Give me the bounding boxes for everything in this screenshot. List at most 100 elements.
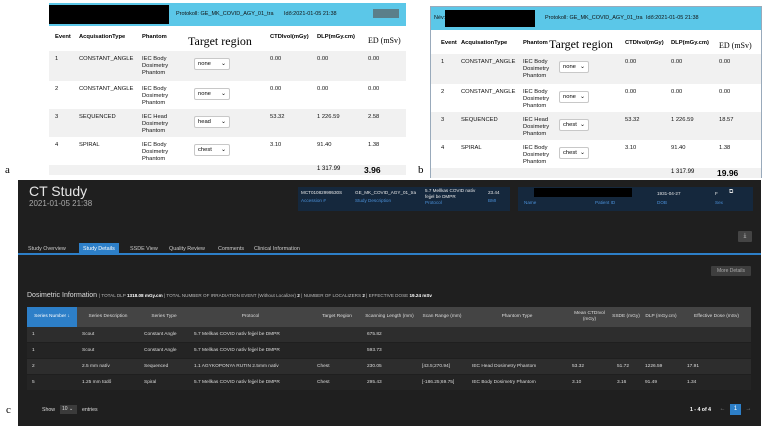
chevron-down-icon: ⌄ bbox=[579, 150, 585, 156]
tab-comments[interactable]: Comments bbox=[218, 246, 245, 252]
cell-dlp: 0.00 bbox=[317, 86, 329, 92]
table-row[interactable]: 1 Scout Constant Angle 5.7 Mellkas COVID… bbox=[27, 327, 751, 342]
tab-study-details[interactable]: Study Details bbox=[79, 243, 119, 255]
cell-ed: 18.57 bbox=[719, 117, 734, 123]
date-text: Idő:2021-01-05 21:38 bbox=[284, 11, 337, 17]
col-series-type[interactable]: Series Type bbox=[151, 314, 177, 320]
region-select[interactable]: head ⌄ bbox=[194, 116, 230, 128]
panel-a: Protokoll: GE_MK_COVID_AGY_01_tra Idő:20… bbox=[49, 3, 406, 175]
prev-page-icon[interactable]: ← bbox=[719, 406, 726, 412]
cell-protocol: 1.1 AGYKOPONYA RUTIN 2.5mm natív bbox=[194, 364, 279, 369]
col-ctdi: CTDIvol(mGy) bbox=[270, 34, 309, 40]
table-row[interactable]: 2 2.5 mm natív Sequenced 1.1 AGYKOPONYA … bbox=[27, 359, 751, 374]
col-event: Event bbox=[55, 34, 71, 40]
external-link-icon[interactable]: ⧉ bbox=[729, 189, 734, 195]
region-select[interactable]: none ⌄ bbox=[559, 91, 589, 103]
accession-value: MCT01082999530S bbox=[301, 190, 343, 195]
cell-ctdi: 53.32 bbox=[625, 117, 640, 123]
cell-ssde: 51.72 bbox=[617, 364, 630, 369]
select-value: none bbox=[563, 94, 576, 100]
sex-value: F bbox=[715, 191, 718, 196]
cell-dlp: 1226.59 bbox=[645, 364, 663, 369]
pagination-info: 1 - 4 of 4 bbox=[689, 407, 711, 413]
accession-label: Accession # bbox=[301, 198, 326, 203]
download-icon: ⤓ bbox=[743, 233, 747, 239]
page-size-value: 10 bbox=[62, 406, 68, 412]
page-size-select[interactable]: 10 ⌄ bbox=[60, 405, 77, 414]
total-dlp-value: 1318.08 mGy.cm bbox=[127, 293, 163, 298]
cell-type: SPIRAL bbox=[461, 145, 482, 151]
chevron-down-icon: ⌄ bbox=[220, 91, 226, 97]
col-scan-range[interactable]: Scan Range (mm) bbox=[422, 314, 462, 320]
next-page-icon[interactable]: → bbox=[745, 406, 752, 412]
col-series-description[interactable]: Series Description bbox=[88, 314, 128, 320]
cell-phantom: IEC Body Dosimetry Phantom bbox=[142, 86, 169, 106]
col-phantom-type[interactable]: Phantom Type bbox=[501, 314, 533, 320]
cell-event: 2 bbox=[441, 89, 445, 95]
show-label: Show bbox=[42, 407, 55, 413]
col-series-number[interactable]: Series Number ↓ bbox=[27, 307, 77, 327]
cell-scan-range: [-186.25;69.75] bbox=[422, 380, 455, 385]
cell-ed: 0.00 bbox=[719, 59, 731, 65]
region-select[interactable]: chest ⌄ bbox=[194, 144, 230, 156]
name-label: Name bbox=[524, 200, 537, 205]
patient-info-box: Name Patient ID 1931-04-27 DOB F Sex ⧉ bbox=[518, 187, 753, 211]
cell-ed: 0.00 bbox=[368, 86, 380, 92]
cell-effective-dose: 17.91 bbox=[687, 364, 700, 369]
cell-dlp: 1 226.59 bbox=[671, 117, 694, 123]
dosimetric-title: Dosimetric Information bbox=[27, 292, 98, 299]
page-button-current[interactable]: 1 bbox=[730, 404, 741, 415]
cell-dlp: 0.00 bbox=[317, 56, 329, 62]
table-row: 2 CONSTANT_ANGLE IEC Body Dosimetry Phan… bbox=[431, 84, 761, 112]
header-button[interactable] bbox=[373, 9, 399, 18]
cell-dlp: 91.40 bbox=[671, 145, 686, 151]
panel-c: CT Study 2021-01-05 21:38 MCT01082999530… bbox=[18, 180, 761, 426]
name-label: Név: bbox=[434, 15, 446, 21]
cell-ed: 0.00 bbox=[719, 89, 731, 95]
table-row[interactable]: 1 Scout Constant Angle 5.7 Mellkas COVID… bbox=[27, 343, 751, 358]
col-region: Target region bbox=[549, 37, 613, 51]
col-dlp[interactable]: DLP (mGy.cm) bbox=[645, 314, 677, 320]
page-title: CT Study bbox=[29, 183, 88, 199]
irradiation-label: | TOTAL NUMBER OF IRRADIATION EVENT (Wit… bbox=[163, 293, 297, 298]
effective-dose-label: | EFFECTIVE DOSE bbox=[366, 293, 409, 298]
col-mean-ctdi[interactable]: Mean CTDIvol (mGy) bbox=[574, 311, 605, 322]
sort-down-icon: ↓ bbox=[67, 314, 70, 320]
cell-event: 4 bbox=[55, 142, 59, 148]
tab-clinical-information[interactable]: Clinical Information bbox=[254, 246, 300, 252]
region-select[interactable]: none ⌄ bbox=[194, 88, 230, 100]
cell-scanning-length: 593.73 bbox=[367, 348, 382, 353]
cell-event: 1 bbox=[55, 56, 59, 62]
select-value: chest bbox=[563, 122, 577, 128]
col-scanning-length[interactable]: Scanning Length (mm) bbox=[365, 314, 414, 320]
table-row[interactable]: 5 1.25 mm tüdő Spiral 5.7 Mellkas COVID … bbox=[27, 375, 751, 390]
tab-study-overview[interactable]: Study Overview bbox=[28, 246, 66, 252]
select-value: chest bbox=[563, 150, 577, 156]
col-target-region[interactable]: Target Region bbox=[322, 314, 352, 320]
cell-type: CONSTANT_ANGLE bbox=[79, 86, 134, 92]
more-details-button[interactable]: More Details bbox=[711, 266, 751, 276]
tab-ssde-view[interactable]: SSDE View bbox=[130, 246, 158, 252]
total-row: 1 317.99 19.96 bbox=[431, 168, 761, 178]
region-select[interactable]: chest ⌄ bbox=[559, 147, 589, 159]
col-ssde[interactable]: SSDE (mGy) bbox=[612, 314, 640, 320]
col-effective-dose[interactable]: Effective Dose (mSv) bbox=[694, 314, 739, 320]
cell-type: CONSTANT_ANGLE bbox=[461, 59, 516, 65]
panel-b-label: b bbox=[418, 164, 424, 176]
dosimetric-summary: Dosimetric Information | TOTAL DLP 1318.… bbox=[27, 292, 432, 299]
region-select[interactable]: chest ⌄ bbox=[559, 119, 589, 131]
region-select[interactable]: none ⌄ bbox=[559, 61, 589, 73]
col-protocol[interactable]: Protocol bbox=[241, 314, 260, 320]
cell-series-number: 1 bbox=[32, 332, 35, 337]
cell-scanning-length: 675.82 bbox=[367, 332, 382, 337]
cell-series-type: Constant Angle bbox=[144, 332, 177, 337]
cell-phantom: IEC Body Dosimetry Phantom bbox=[523, 145, 550, 165]
cell-type: CONSTANT_ANGLE bbox=[461, 89, 516, 95]
region-select[interactable]: none ⌄ bbox=[194, 58, 230, 70]
tab-quality-review[interactable]: Quality Review bbox=[169, 246, 205, 252]
bmi-label: BMI bbox=[488, 198, 497, 203]
download-button[interactable]: ⤓ bbox=[738, 231, 752, 242]
select-value: none bbox=[198, 91, 211, 97]
cell-ctdi: 0.00 bbox=[270, 56, 282, 62]
cell-ed: 0.00 bbox=[368, 56, 380, 62]
